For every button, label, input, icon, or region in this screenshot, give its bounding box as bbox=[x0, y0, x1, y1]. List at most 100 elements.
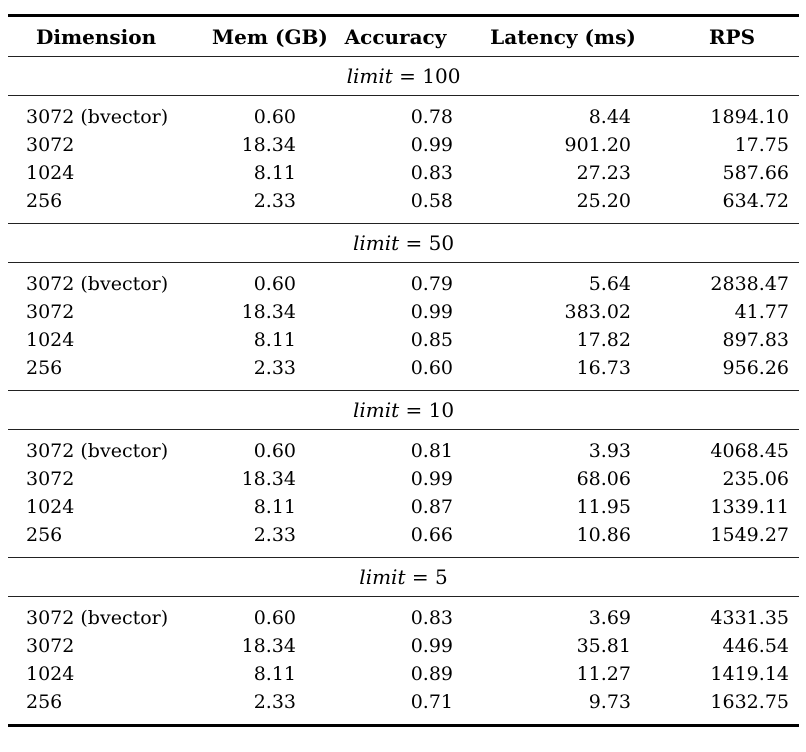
section-header-row: limit = 100 bbox=[8, 56, 799, 96]
cell-mem-gb: 8.11 bbox=[253, 496, 296, 518]
page: Dimension Mem (GB) Accuracy Latency (ms)… bbox=[8, 14, 799, 727]
limit-variable: limit bbox=[352, 398, 400, 422]
table-row: 3072 18.34 0.99 35.81 446.54 bbox=[8, 632, 799, 660]
cell-accuracy: 0.99 bbox=[410, 635, 453, 657]
table-row: 1024 8.11 0.85 17.82 897.83 bbox=[8, 326, 799, 354]
column-header-latency-ms: Latency (ms) bbox=[461, 15, 641, 57]
cell-latency-ms: 901.20 bbox=[564, 134, 631, 156]
section-10: limit = 10 bbox=[8, 390, 799, 430]
column-header-mem-gb: Mem (GB) bbox=[188, 15, 328, 57]
cell-rps: 1549.27 bbox=[710, 524, 789, 546]
cell-latency-ms: 25.20 bbox=[576, 190, 631, 212]
column-header-rps: RPS bbox=[641, 15, 799, 57]
cell-latency-ms: 9.73 bbox=[588, 691, 631, 713]
cell-mem-gb: 18.34 bbox=[241, 301, 296, 323]
cell-accuracy: 0.99 bbox=[410, 301, 453, 323]
cell-latency-ms: 383.02 bbox=[564, 301, 631, 323]
cell-accuracy: 0.99 bbox=[410, 134, 453, 156]
cell-accuracy: 0.78 bbox=[410, 106, 453, 128]
cell-dimension: 256 bbox=[26, 357, 63, 379]
cell-latency-ms: 27.23 bbox=[576, 162, 631, 184]
cell-rps: 4331.35 bbox=[710, 607, 789, 629]
cell-accuracy: 0.58 bbox=[410, 190, 453, 212]
cell-rps: 1894.10 bbox=[710, 106, 789, 128]
cell-latency-ms: 17.82 bbox=[576, 329, 631, 351]
table-row: 3072 18.34 0.99 68.06 235.06 bbox=[8, 465, 799, 493]
cell-dimension: 256 bbox=[26, 691, 63, 713]
table-row: 256 2.33 0.71 9.73 1632.75 bbox=[8, 688, 799, 726]
table-header: Dimension Mem (GB) Accuracy Latency (ms)… bbox=[8, 15, 799, 57]
section-header-label: limit = 100 bbox=[8, 56, 799, 96]
cell-rps: 2838.47 bbox=[710, 273, 789, 295]
cell-rps: 1419.14 bbox=[710, 663, 789, 685]
section-rows-5: 3072 (bvector) 0.60 0.83 3.69 4331.35 3072 18.… bbox=[8, 597, 799, 726]
table-row: 256 2.33 0.60 16.73 956.26 bbox=[8, 354, 799, 391]
column-header-dimension: Dimension bbox=[8, 15, 188, 57]
cell-dimension: 3072 (bvector) bbox=[26, 607, 169, 629]
section-header-row: limit = 50 bbox=[8, 223, 799, 263]
cell-latency-ms: 11.95 bbox=[576, 496, 631, 518]
cell-mem-gb: 2.33 bbox=[253, 691, 296, 713]
limit-variable: limit bbox=[346, 64, 393, 88]
cell-accuracy: 0.85 bbox=[410, 329, 453, 351]
table-row: 3072 18.34 0.99 901.20 17.75 bbox=[8, 131, 799, 159]
section-50: limit = 50 bbox=[8, 223, 799, 263]
cell-accuracy: 0.60 bbox=[410, 357, 453, 379]
cell-latency-ms: 68.06 bbox=[576, 468, 631, 490]
cell-mem-gb: 8.11 bbox=[253, 162, 296, 184]
cell-rps: 1339.11 bbox=[710, 496, 789, 518]
limit-value: = 10 bbox=[399, 398, 455, 422]
cell-accuracy: 0.83 bbox=[410, 162, 453, 184]
table-row: 3072 (bvector) 0.60 0.79 5.64 2838.47 bbox=[8, 263, 799, 299]
cell-dimension: 256 bbox=[26, 524, 63, 546]
cell-dimension: 3072 bbox=[26, 134, 75, 156]
cell-latency-ms: 5.64 bbox=[588, 273, 631, 295]
cell-mem-gb: 8.11 bbox=[253, 663, 296, 685]
section-rows-10: 3072 (bvector) 0.60 0.81 3.93 4068.45 3072 18.… bbox=[8, 430, 799, 558]
cell-latency-ms: 35.81 bbox=[576, 635, 631, 657]
cell-dimension: 256 bbox=[26, 190, 63, 212]
cell-dimension: 3072 bbox=[26, 468, 75, 490]
cell-rps: 446.54 bbox=[722, 635, 789, 657]
cell-dimension: 3072 bbox=[26, 635, 75, 657]
cell-accuracy: 0.87 bbox=[410, 496, 453, 518]
cell-latency-ms: 3.93 bbox=[588, 440, 631, 462]
section-5: limit = 5 bbox=[8, 557, 799, 597]
cell-dimension: 3072 (bvector) bbox=[26, 440, 169, 462]
cell-mem-gb: 0.60 bbox=[253, 273, 296, 295]
cell-dimension: 3072 bbox=[26, 301, 75, 323]
table-row: 3072 (bvector) 0.60 0.81 3.93 4068.45 bbox=[8, 430, 799, 466]
cell-mem-gb: 18.34 bbox=[241, 468, 296, 490]
cell-dimension: 1024 bbox=[26, 496, 75, 518]
table-row: 1024 8.11 0.87 11.95 1339.11 bbox=[8, 493, 799, 521]
cell-dimension: 3072 (bvector) bbox=[26, 273, 169, 295]
section-header-row: limit = 5 bbox=[8, 557, 799, 597]
limit-value: = 50 bbox=[399, 231, 455, 255]
cell-rps: 587.66 bbox=[722, 162, 789, 184]
cell-mem-gb: 2.33 bbox=[253, 357, 296, 379]
cell-latency-ms: 8.44 bbox=[588, 106, 631, 128]
section-100: limit = 100 bbox=[8, 56, 799, 96]
section-header-row: limit = 10 bbox=[8, 390, 799, 430]
table-row: 3072 (bvector) 0.60 0.83 3.69 4331.35 bbox=[8, 597, 799, 633]
cell-mem-gb: 18.34 bbox=[241, 635, 296, 657]
limit-variable: limit bbox=[359, 565, 406, 589]
section-header-label: limit = 5 bbox=[8, 557, 799, 597]
cell-dimension: 1024 bbox=[26, 329, 75, 351]
cell-accuracy: 0.79 bbox=[410, 273, 453, 295]
section-rows-50: 3072 (bvector) 0.60 0.79 5.64 2838.47 3072 18.… bbox=[8, 263, 799, 391]
cell-latency-ms: 10.86 bbox=[576, 524, 631, 546]
cell-rps: 17.75 bbox=[734, 134, 789, 156]
cell-rps: 41.77 bbox=[734, 301, 789, 323]
cell-accuracy: 0.66 bbox=[410, 524, 453, 546]
cell-accuracy: 0.89 bbox=[410, 663, 453, 685]
cell-rps: 897.83 bbox=[722, 329, 789, 351]
cell-accuracy: 0.83 bbox=[410, 607, 453, 629]
cell-mem-gb: 2.33 bbox=[253, 190, 296, 212]
section-rows-100: 3072 (bvector) 0.60 0.78 8.44 1894.10 3072 18.… bbox=[8, 96, 799, 224]
cell-rps: 634.72 bbox=[722, 190, 789, 212]
limit-variable: limit bbox=[352, 231, 400, 255]
cell-mem-gb: 0.60 bbox=[253, 607, 296, 629]
cell-accuracy: 0.81 bbox=[410, 440, 453, 462]
cell-latency-ms: 3.69 bbox=[588, 607, 631, 629]
